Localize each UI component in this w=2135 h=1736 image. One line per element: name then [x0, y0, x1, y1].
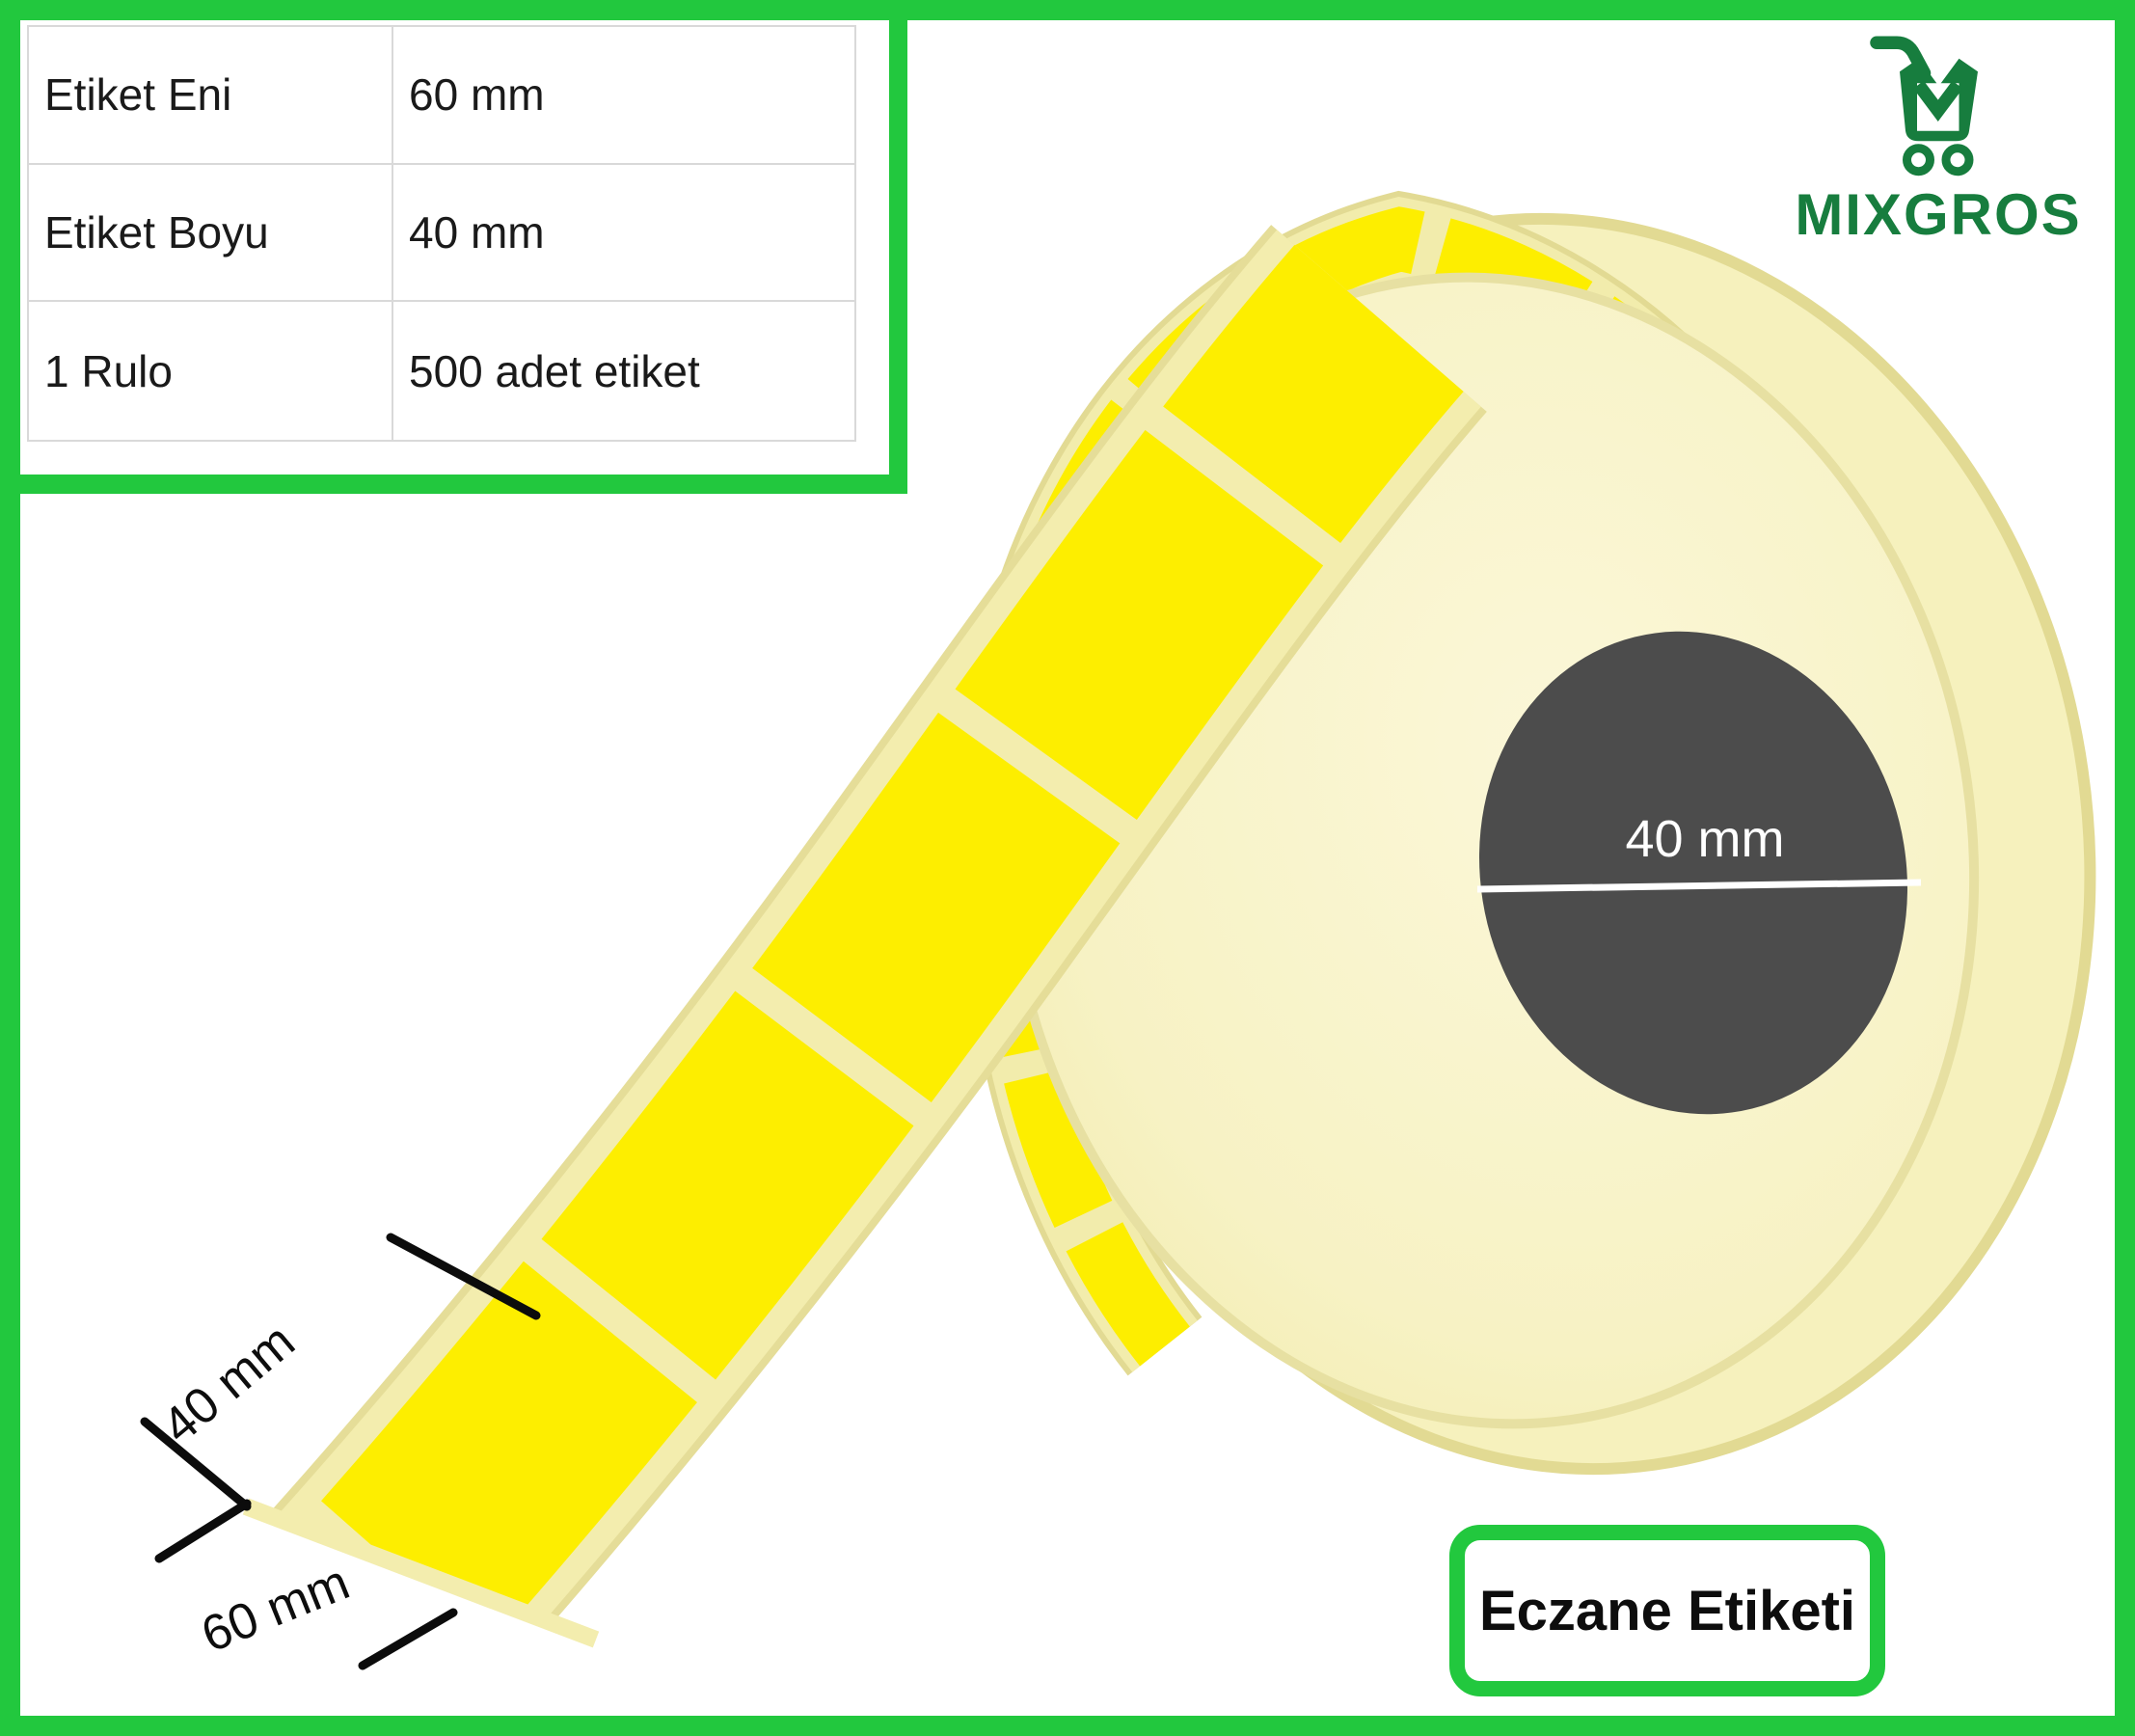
roll-core	[1479, 631, 1907, 1115]
spec-row-label: 1 Rulo	[29, 302, 393, 440]
strip-labels	[264, 245, 1464, 1716]
product-badge: Eczane Etiketi	[1449, 1525, 1885, 1696]
spec-table: Etiket Eni 60 mm Etiket Boyu 40 mm 1 Rul…	[27, 25, 856, 442]
spec-row-value: 500 adet etiket	[409, 345, 700, 396]
dim-60mm-tick-far	[358, 1608, 458, 1670]
spec-table-box: Etiket Eni 60 mm Etiket Boyu 40 mm 1 Rul…	[0, 0, 907, 494]
dim-40mm-label: 40 mm	[152, 1314, 306, 1455]
dim-40mm-tick-far	[386, 1233, 541, 1320]
strip-tip-liner-edge	[242, 1498, 600, 1648]
shopping-cart-m-icon	[1869, 36, 1978, 176]
core-diameter-label: 40 mm	[1625, 810, 1784, 868]
spec-row-value: 60 mm	[393, 27, 854, 165]
brand-name: MIXGROS	[1795, 182, 2082, 247]
strip-tip-mask	[39, 1503, 602, 1731]
product-badge-text: Eczane Etiketi	[1478, 1579, 1856, 1642]
core-diameter-line	[1476, 879, 1922, 893]
spec-row-label: Etiket Eni	[29, 27, 393, 165]
dim-40mm-tick-near	[140, 1417, 252, 1511]
brand-logo: MIXGROS	[1765, 23, 2112, 264]
dim-60mm-tick-near	[154, 1499, 252, 1563]
spec-row-label: Etiket Boyu	[29, 164, 393, 303]
spec-row-value: 40 mm	[393, 165, 854, 303]
